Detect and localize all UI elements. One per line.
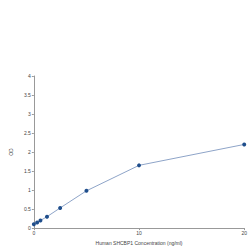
svg-text:0: 0 bbox=[28, 225, 31, 231]
svg-text:0.5: 0.5 bbox=[24, 206, 31, 212]
svg-text:2.5: 2.5 bbox=[24, 130, 31, 136]
svg-text:20: 20 bbox=[241, 230, 247, 236]
svg-text:Human SHCBP1 Concentration (ng: Human SHCBP1 Concentration (ng/ml) bbox=[96, 240, 183, 246]
svg-text:1: 1 bbox=[28, 187, 31, 193]
svg-text:1.5: 1.5 bbox=[24, 168, 31, 174]
svg-text:3: 3 bbox=[28, 111, 31, 117]
svg-text:4: 4 bbox=[28, 73, 31, 79]
svg-text:2: 2 bbox=[28, 149, 31, 155]
svg-text:OD: OD bbox=[8, 148, 14, 156]
svg-text:3.5: 3.5 bbox=[24, 92, 31, 98]
svg-text:10: 10 bbox=[136, 230, 142, 236]
svg-text:0: 0 bbox=[32, 230, 35, 236]
